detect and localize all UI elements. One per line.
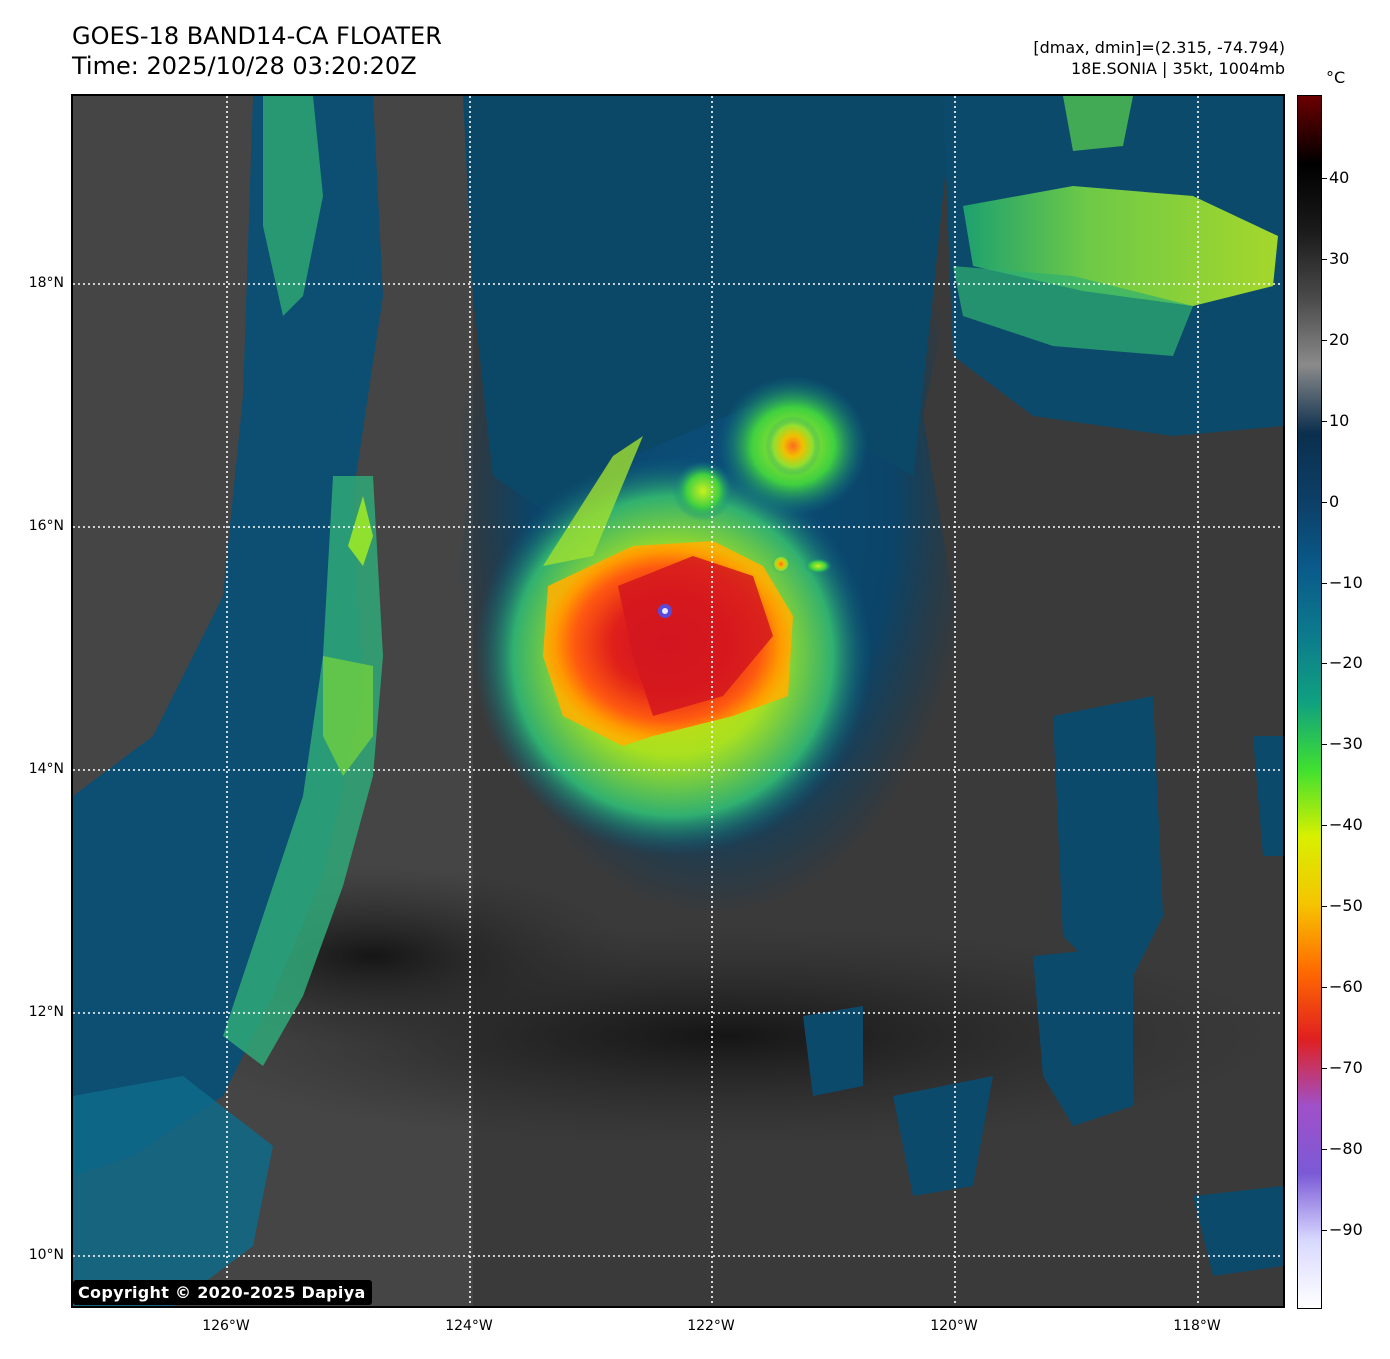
colorbar-unit: °C [1326, 68, 1346, 87]
colorbar-tick-label: 0 [1329, 492, 1340, 511]
copyright-label: Copyright © 2020-2025 Dapiya [73, 1280, 372, 1305]
colorbar-tick-label: −40 [1329, 815, 1363, 834]
colorbar-tickmark [1322, 906, 1327, 907]
colorbar-tick-label: 30 [1329, 249, 1350, 268]
colorbar-tickmark [1322, 178, 1327, 179]
colorbar-tickmark [1322, 340, 1327, 341]
lon-label-122w: 122°W [687, 1318, 735, 1334]
colorbar-tick-label: −80 [1329, 1139, 1363, 1158]
colorbar-tick-label: 20 [1329, 330, 1350, 349]
storm-info-label: 18E.SONIA | 35kt, 1004mb [1070, 59, 1285, 78]
lat-label-14n: 14°N [28, 761, 64, 777]
colorbar-tick-label: −50 [1329, 896, 1363, 915]
lon-label-118w: 118°W [1173, 1318, 1221, 1334]
colorbar-tick-label: −60 [1329, 977, 1363, 996]
colorbar-tick-label: −20 [1329, 653, 1363, 672]
colorbar-tickmark [1322, 259, 1327, 260]
colorbar-tick-label: −90 [1329, 1220, 1363, 1239]
lon-label-126w: 126°W [202, 1318, 250, 1334]
colorbar-tickmark [1322, 421, 1327, 422]
title-line2: Time: 2025/10/28 03:20:20Z [72, 52, 417, 80]
colorbar-tick-label: −30 [1329, 734, 1363, 753]
lon-label-120w: 120°W [930, 1318, 978, 1334]
colorbar-tickmark [1322, 1149, 1327, 1150]
colorbar-tick-label: 40 [1329, 168, 1350, 187]
title-line1: GOES-18 BAND14-CA FLOATER [72, 22, 442, 50]
ir-imagery [73, 96, 1283, 1306]
lat-label-16n: 16°N [28, 518, 64, 534]
satellite-image [71, 94, 1285, 1308]
colorbar-tickmark [1322, 663, 1327, 664]
colorbar [1297, 95, 1322, 1309]
colorbar-tickmark [1322, 502, 1327, 503]
colorbar-tickmark [1322, 1068, 1327, 1069]
lat-label-18n: 18°N [28, 275, 64, 291]
colorbar-tickmark [1322, 1230, 1327, 1231]
lon-label-124w: 124°W [445, 1318, 493, 1334]
colorbar-tick-label: −10 [1329, 573, 1363, 592]
colorbar-tickmark [1322, 825, 1327, 826]
colorbar-tick-label: −70 [1329, 1058, 1363, 1077]
lat-label-10n: 10°N [28, 1247, 64, 1263]
data-range-label: [dmax, dmin]=(2.315, -74.794) [1033, 38, 1285, 57]
colorbar-tick-label: 10 [1329, 411, 1350, 430]
colorbar-tickmark [1322, 987, 1327, 988]
colorbar-tickmark [1322, 744, 1327, 745]
colorbar-tickmark [1322, 583, 1327, 584]
lat-label-12n: 12°N [28, 1004, 64, 1020]
